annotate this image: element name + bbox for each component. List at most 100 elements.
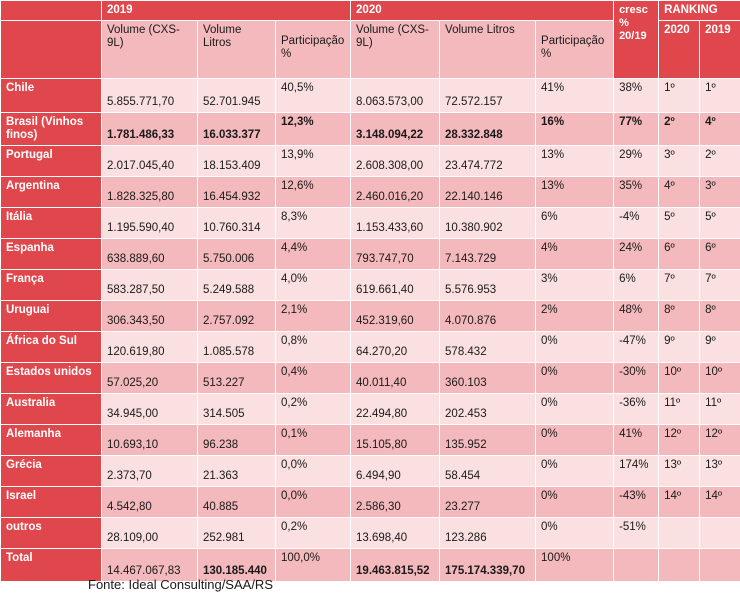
volume-litros-2019-cell: 18.153.409 (197, 145, 276, 177)
total-label: Total (0, 548, 102, 582)
volume-litros-2019-cell: 96.238 (197, 424, 276, 456)
rank-2019-cell: 2º (699, 145, 740, 177)
volume-litros-2020-cell: 360.103 (439, 362, 537, 394)
country-name: Estados unidos (0, 362, 102, 394)
rank-2019-cell: 9º (699, 331, 740, 363)
country-name: Alemanha (0, 424, 102, 456)
participacao-2019-cell: 13,9% (274, 145, 352, 177)
rank-2019-cell: 5º (699, 207, 740, 239)
volume-cxs-2019-cell: 583.287,50 (101, 269, 198, 301)
volume-litros-2019-cell: 40.885 (197, 486, 276, 518)
cresc-20-19-cell: -36% (613, 393, 660, 425)
volume-litros-2020-cell: 7.143.729 (439, 238, 537, 270)
rank-2019-cell: 4º (699, 112, 740, 146)
volume-litros-2019-cell: 52.701.945 (197, 78, 276, 113)
volume-cxs-2019-cell: 1.195.590,40 (101, 207, 198, 239)
volume-cxs-2020-cell: 2.460.016,20 (350, 176, 441, 208)
rank-2020-cell (658, 517, 701, 549)
volume-cxs-2019-cell: 1.828.325,80 (101, 176, 198, 208)
participacao-2019-cell: 0,0% (274, 486, 352, 518)
volume-litros-2020-cell: 23.277 (439, 486, 537, 518)
volume-litros-2020-cell: 22.140.146 (439, 176, 537, 208)
cresc-20-19-cell: 6% (613, 269, 660, 301)
volume-litros-2019-cell: 252.981 (197, 517, 276, 549)
participacao-2019-cell: 40,5% (274, 78, 352, 113)
country-name: África do Sul (0, 331, 102, 363)
participacao-2019-cell: 12,6% (274, 176, 352, 208)
rank-2020-cell: 8º (658, 300, 701, 332)
volume-cxs-2020-cell: 3.148.094,22 (350, 112, 441, 146)
participacao-2020-cell: 13% (535, 145, 615, 177)
country-name: Israel (0, 486, 102, 518)
rank-2020-cell: 2º (658, 112, 701, 146)
col-rank-2019: 2019 (699, 20, 740, 79)
country-name: Uruguai (0, 300, 102, 332)
participacao-2019-cell: 0,1% (274, 424, 352, 456)
rank-2020-cell: 6º (658, 238, 701, 270)
volume-cxs-2019-cell: 638.889,60 (101, 238, 198, 270)
country-name: Portugal (0, 145, 102, 177)
volume-litros-2019-cell: 314.505 (197, 393, 276, 425)
cresc-20-19-cell: -51% (613, 517, 660, 549)
rank-2020-cell: 13º (658, 455, 701, 487)
cresc-20-19-cell: -47% (613, 331, 660, 363)
col-volume-litros-2020: Volume Litros (439, 20, 537, 79)
participacao-2019-cell: 0,4% (274, 362, 352, 394)
country-name: Grécia (0, 455, 102, 487)
volume-cxs-2020-cell: 64.270,20 (350, 331, 441, 363)
country-name: Brasil (Vinhos finos) (0, 112, 102, 146)
volume-litros-2019-cell: 21.363 (197, 455, 276, 487)
country-name: Chile (0, 78, 102, 113)
table-row: Alemanha 10.693,10 96.238 0,1% 15.105,80 135.… (0, 424, 740, 456)
cresc-20-19-cell: -4% (613, 207, 660, 239)
participacao-2019-cell: 12,3% (274, 112, 352, 146)
volume-litros-2020-cell: 578.432 (439, 331, 537, 363)
volume-cxs-2020-cell: 15.105,80 (350, 424, 441, 456)
cresc-20-19-cell: -43% (613, 486, 660, 518)
country-name: outros (0, 517, 102, 549)
total-part19-cell: 100,0% (274, 548, 352, 582)
participacao-2020-cell: 13% (535, 176, 615, 208)
participacao-2020-cell: 0% (535, 362, 615, 394)
participacao-2020-cell: 0% (535, 424, 615, 456)
participacao-2019-cell: 2,1% (274, 300, 352, 332)
volume-cxs-2020-cell: 13.698,40 (350, 517, 441, 549)
table-row: Brasil (Vinhos finos) 1.781.486,33 16.033.… (0, 112, 740, 146)
rank-2020-cell: 9º (658, 331, 701, 363)
volume-cxs-2020-cell: 6.494,90 (350, 455, 441, 487)
participacao-2019-cell: 0,2% (274, 393, 352, 425)
participacao-2020-cell: 0% (535, 331, 615, 363)
volume-cxs-2019-cell: 5.855.771,70 (101, 78, 198, 113)
rank-2019-cell: 6º (699, 238, 740, 270)
volume-litros-2019-cell: 2.757.092 (197, 300, 276, 332)
table-row: Portugal 2.017.045,40 18.153.409 13,9% 2.608… (0, 145, 740, 177)
rank-2019-cell: 13º (699, 455, 740, 487)
rank-2020-cell: 1º (658, 78, 701, 113)
cresc-20-19-cell: 174% (613, 455, 660, 487)
year-2020-header: 2020 (350, 0, 615, 21)
participacao-2019-cell: 0,8% (274, 331, 352, 363)
participacao-2019-cell: 4,4% (274, 238, 352, 270)
rank-2019-cell: 10º (699, 362, 740, 394)
table-row: França 583.287,50 5.249.588 4,0% 619.661,40 5… (0, 269, 740, 301)
volume-cxs-2019-cell: 1.781.486,33 (101, 112, 198, 146)
volume-litros-2020-cell: 72.572.157 (439, 78, 537, 113)
col-volume-cxs-2020: Volume (CXS-9L) (350, 20, 441, 79)
participacao-2019-cell: 0,0% (274, 455, 352, 487)
country-name: Itália (0, 207, 102, 239)
cresc-20-19-cell: 24% (613, 238, 660, 270)
volume-cxs-2020-cell: 793.747,70 (350, 238, 441, 270)
participacao-2020-cell: 41% (535, 78, 615, 113)
rank-2020-cell: 7º (658, 269, 701, 301)
volume-litros-2020-cell: 135.952 (439, 424, 537, 456)
volume-cxs-2019-cell: 306.343,50 (101, 300, 198, 332)
volume-cxs-2019-cell: 120.619,80 (101, 331, 198, 363)
rank-2019-cell: 12º (699, 424, 740, 456)
cresc-header: cresc % 20/19 (613, 0, 660, 79)
table-row: Israel 4.542,80 40.885 0,0% 2.586,30 23.277 0%… (0, 486, 740, 518)
rank-2020-cell: 11º (658, 393, 701, 425)
volume-litros-2019-cell: 5.750.006 (197, 238, 276, 270)
corner-cell (0, 0, 102, 21)
total-row: Total 14.467.067,83 130.185.440 100,0% 19.46… (0, 548, 740, 582)
rank-2019-cell: 8º (699, 300, 740, 332)
